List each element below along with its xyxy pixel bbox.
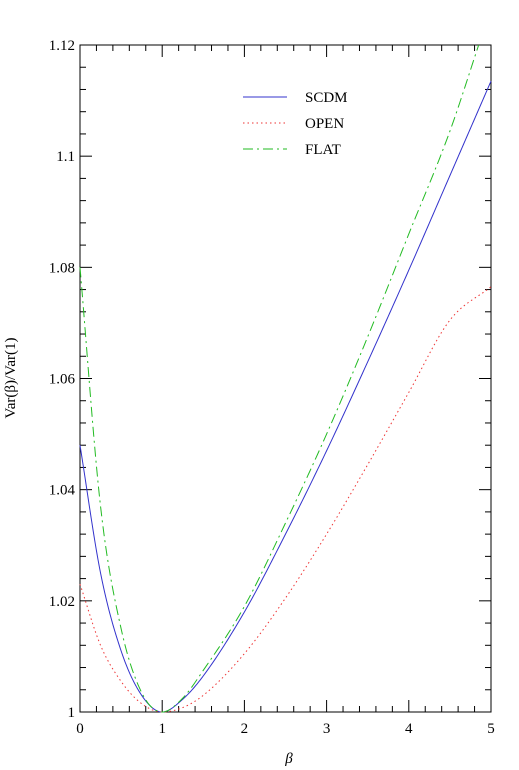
legend-label-scdm: SCDM [305,90,348,106]
y-tick-label: 1.06 [49,372,76,388]
series-line-flat [79,44,480,713]
y-tick-label: 1.02 [49,594,75,610]
y-axis-label: Var(β)/Var(1) [3,338,19,419]
x-tick-label: 0 [76,721,84,737]
x-tick-label: 5 [487,721,495,737]
y-tick-label: 1 [68,705,76,721]
axis-ticks: 0 1 2 3 4 511.021.041.061.081.11.12 [49,38,495,737]
legend-label-open: OPEN [305,116,344,132]
x-axis-label: β [284,751,293,767]
x-tick-label: 2 [241,721,249,737]
y-tick-label: 1.08 [49,260,75,276]
plot-frame [79,44,492,713]
legend: SCDM OPEN FLAT [243,90,348,158]
series-line-scdm [79,80,492,713]
x-tick-label: 4 [405,721,413,737]
series-line-open [79,286,492,713]
x-tick-label: 3 [323,721,331,737]
legend-label-flat: FLAT [305,142,341,158]
x-tick-label: 1 [158,721,166,737]
series-lines [79,44,492,713]
y-tick-label: 1.12 [49,38,75,54]
y-tick-label: 1.04 [49,483,76,499]
y-tick-label: 1.1 [56,149,75,165]
